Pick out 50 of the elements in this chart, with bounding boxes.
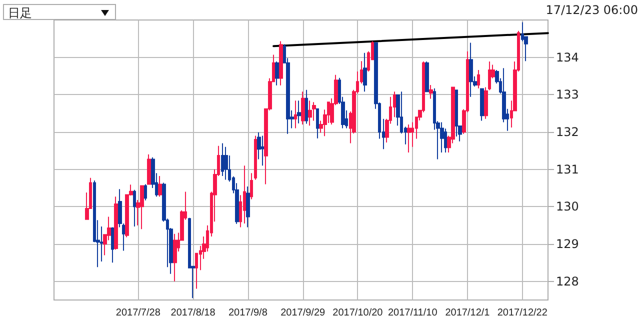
dropdown: 日足 [3,4,116,20]
x-tick-label: 2017/12/22 [497,308,548,318]
candlestick [316,108,319,139]
candlestick [221,142,224,177]
candlestick [305,89,308,124]
y-tick-label: 132 [556,125,579,139]
candlestick [363,52,367,92]
candlestick [312,102,316,122]
candlestick [488,60,491,91]
candlestick [173,233,177,282]
candlestick [407,124,411,154]
candlestick [158,176,162,198]
candlestick [144,184,147,201]
candlestick [147,154,151,185]
y-tick-label: 130 [556,200,579,214]
x-tick-label: 2017/11/10 [388,308,438,318]
y-tick-label: 134 [556,50,579,64]
candlestick [114,196,118,250]
candlestick [308,100,312,126]
x-tick-label: 2017/10/20 [332,308,384,318]
candlestick [297,100,301,124]
y-tick-label: 128 [556,274,579,288]
candlestick [133,189,136,227]
x-tick-label: 2017/7/28 [116,308,161,318]
candlestick [224,146,228,180]
candlestick [477,70,480,89]
y-tick-label: 131 [556,162,579,176]
candlestick [429,84,433,100]
candlestick [254,135,257,180]
candlestick [301,91,305,126]
x-tick-label: 2017/9/29 [280,308,326,318]
y-tick-label: 129 [556,237,579,251]
candlestick [469,42,473,98]
x-tick-label: 2017/8/18 [170,308,216,318]
candlestick [140,185,144,230]
candlestick [243,165,246,224]
x-tick-label: 2017/9/8 [228,308,268,318]
candlestick [250,172,253,200]
candlestick [246,186,250,228]
candlestick [261,135,264,166]
candlestick [275,60,279,86]
candlestick [425,60,429,92]
candlestick [111,226,114,264]
candlestick [279,40,283,86]
candlestick [294,100,297,129]
text: 17/12/23 06:00 [546,3,638,17]
candlestick [484,86,488,120]
x-tick-label: 2017/12/1 [445,308,490,318]
y-tick-label: 133 [556,88,579,102]
candlestick [480,88,484,122]
